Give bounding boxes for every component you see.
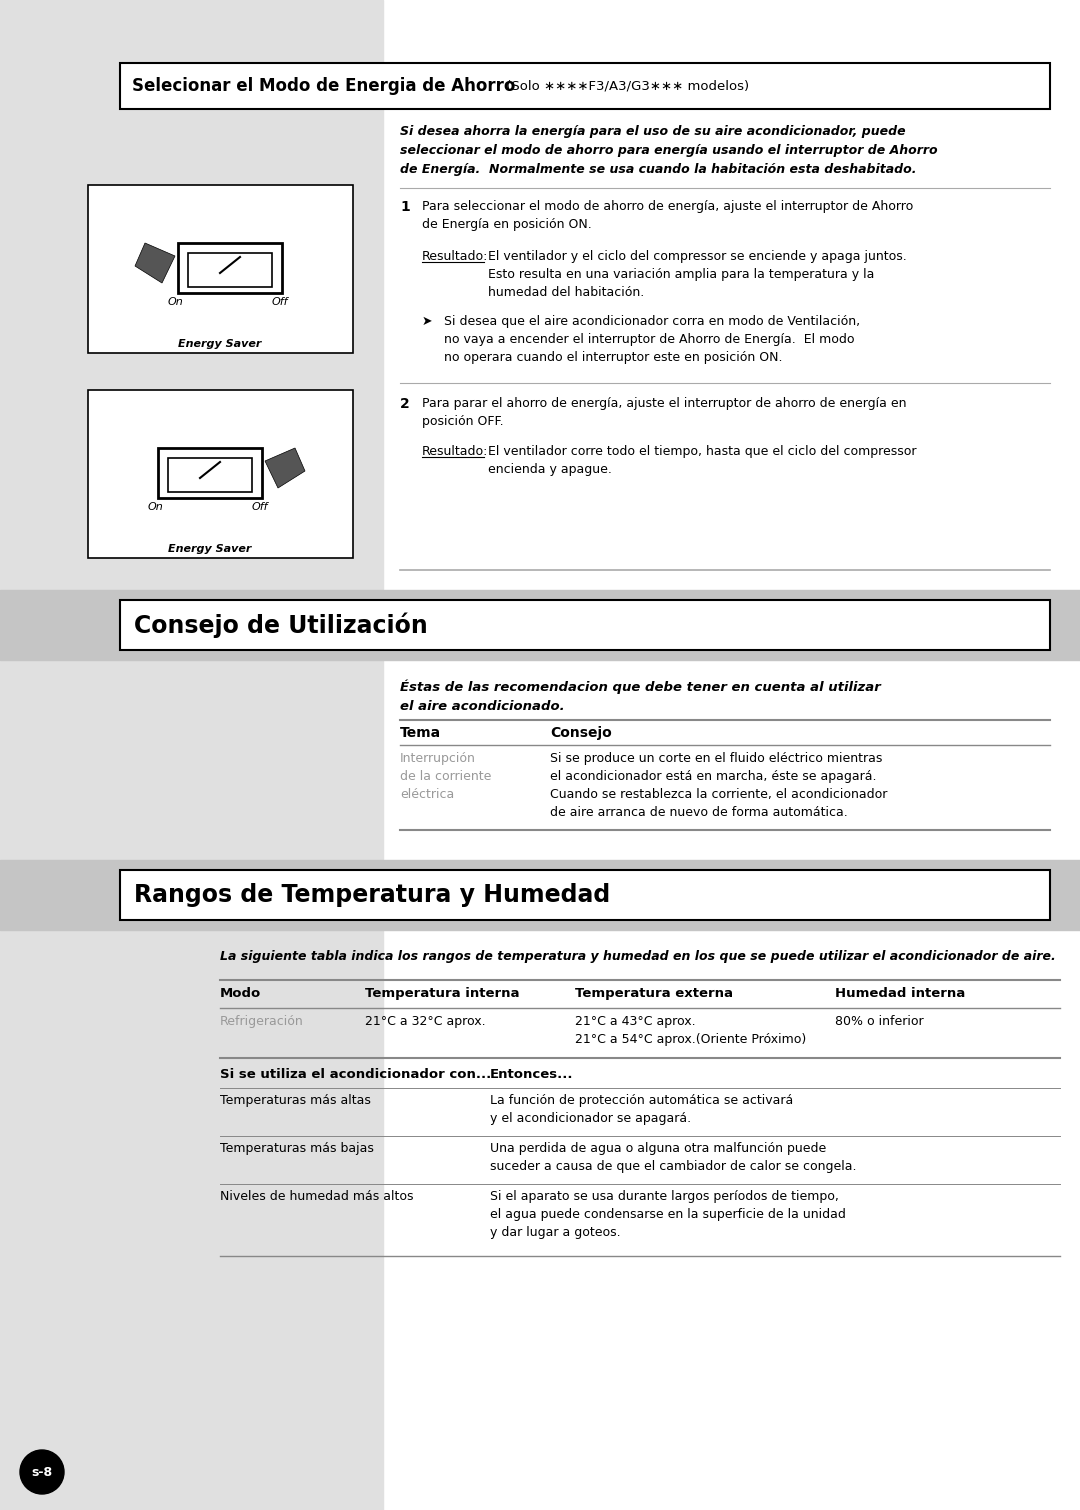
Text: Si se utiliza el acondicionador con...: Si se utiliza el acondicionador con... [220,1068,491,1081]
Text: Energy Saver: Energy Saver [178,340,261,349]
Bar [87,186,353,353]
Bar [168,458,252,492]
Text: Off: Off [272,297,288,307]
Text: 80% o inferior: 80% o inferior [835,1015,923,1028]
Text: Resultado:: Resultado: [422,251,488,263]
Text: s-8: s-8 [31,1466,53,1478]
Circle shape [21,1450,64,1493]
Bar [0,590,1080,660]
Text: Si el aparato se usa durante largos períodos de tiempo,
el agua puede condensars: Si el aparato se usa durante largos perí… [490,1190,846,1240]
Text: Si desea que el aire acondicionador corra en modo de Ventilación,
no vaya a ence: Si desea que el aire acondicionador corr… [444,316,860,364]
Text: Para seleccionar el modo de ahorro de energía, ajuste el interruptor de Ahorro
d: Para seleccionar el modo de ahorro de en… [422,199,914,231]
Text: El ventilador y el ciclo del compressor se enciende y apaga juntos.
Esto resulta: El ventilador y el ciclo del compressor … [488,251,907,299]
Text: Temperatura externa: Temperatura externa [575,988,733,1000]
Text: 21°C a 32°C aprox.: 21°C a 32°C aprox. [365,1015,486,1028]
Text: 2: 2 [400,397,409,411]
Text: Una perdida de agua o alguna otra malfunción puede
suceder a causa de que el cam: Una perdida de agua o alguna otra malfun… [490,1142,856,1173]
Text: Tema: Tema [400,726,441,740]
Text: 1: 1 [400,199,409,214]
Text: Si desea ahorra la energía para el uso de su aire acondicionador, puede
seleccio: Si desea ahorra la energía para el uso d… [400,125,937,177]
Bar [188,254,272,287]
Text: La función de protección automática se activará
y el acondicionador se apagará.: La función de protección automática se a… [490,1095,793,1125]
Bar [158,448,262,498]
Text: Off: Off [252,501,269,512]
Text: Rangos de Temperatura y Humedad: Rangos de Temperatura y Humedad [134,883,610,908]
Bar [0,0,383,1510]
Bar [87,390,353,559]
Text: La siguiente tabla indica los rangos de temperatura y humedad en los que se pued: La siguiente tabla indica los rangos de … [220,950,1056,963]
Text: Consejo de Utilización: Consejo de Utilización [134,612,428,637]
Text: ➤: ➤ [422,316,432,328]
Bar [178,243,282,293]
Text: Selecionar el Modo de Energia de Ahorro: Selecionar el Modo de Energia de Ahorro [132,77,515,95]
Text: Éstas de las recomendacion que debe tener en cuenta al utilizar
el aire acondici: Éstas de las recomendacion que debe tene… [400,680,881,713]
Bar [0,861,1080,930]
Text: Modo: Modo [220,988,261,1000]
Text: Para parar el ahorro de energía, ajuste el interruptor de ahorro de energía en
p: Para parar el ahorro de energía, ajuste … [422,397,906,427]
Text: (Solo ∗∗∗∗F3/A3/G3∗∗∗ modelos): (Solo ∗∗∗∗F3/A3/G3∗∗∗ modelos) [502,80,750,92]
Text: Niveles de humedad más altos: Niveles de humedad más altos [220,1190,414,1203]
Polygon shape [265,448,305,488]
Text: El ventilador corre todo el tiempo, hasta que el ciclo del compressor
encienda y: El ventilador corre todo el tiempo, hast… [488,445,917,476]
Text: Temperaturas más altas: Temperaturas más altas [220,1095,370,1107]
Text: 21°C a 43°C aprox.
21°C a 54°C aprox.(Oriente Próximo): 21°C a 43°C aprox. 21°C a 54°C aprox.(Or… [575,1015,807,1046]
Text: On: On [168,297,184,307]
Text: Temperaturas más bajas: Temperaturas más bajas [220,1142,374,1155]
Text: Temperatura interna: Temperatura interna [365,988,519,1000]
FancyBboxPatch shape [120,599,1050,649]
Text: Consejo: Consejo [550,726,611,740]
Text: Si se produce un corte en el fluido eléctrico mientras
el acondicionador está en: Si se produce un corte en el fluido eléc… [550,752,888,818]
Text: Refrigeración: Refrigeración [220,1015,303,1028]
FancyBboxPatch shape [120,63,1050,109]
Polygon shape [135,243,175,282]
Text: Resultado:: Resultado: [422,445,488,458]
Text: Entonces...: Entonces... [490,1068,573,1081]
Text: Interrupción
de la corriente
eléctrica: Interrupción de la corriente eléctrica [400,752,491,800]
Text: Humedad interna: Humedad interna [835,988,966,1000]
FancyBboxPatch shape [120,870,1050,920]
Text: On: On [148,501,164,512]
Text: Energy Saver: Energy Saver [168,544,252,554]
